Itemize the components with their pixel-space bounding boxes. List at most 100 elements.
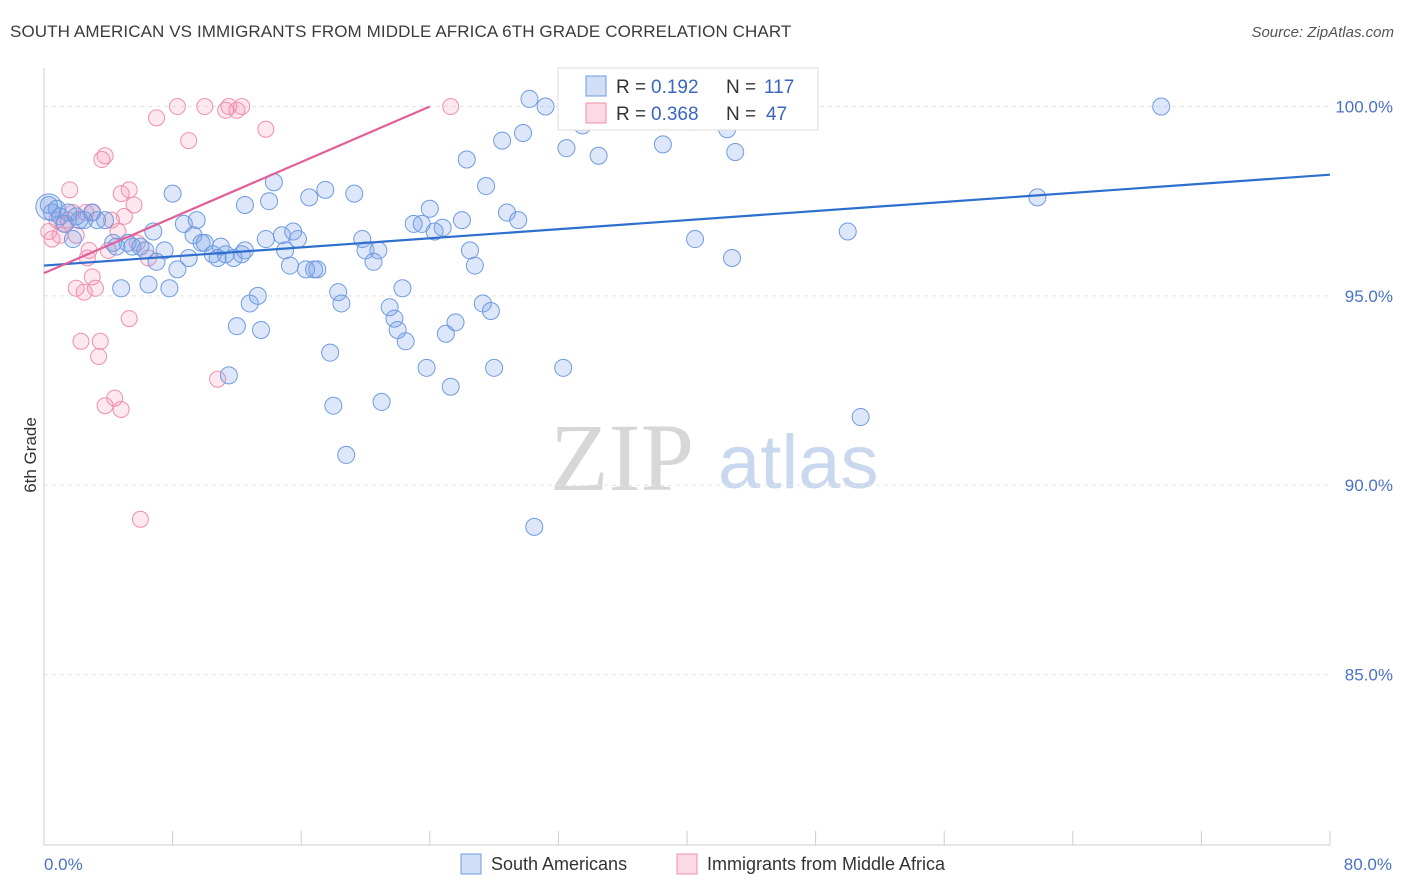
middle-africa-point-26 bbox=[112, 400, 130, 418]
middle-africa-point-25 bbox=[109, 222, 127, 240]
south-americans-point-88 bbox=[481, 302, 500, 321]
middle-africa-point-38 bbox=[196, 98, 214, 116]
y-tick-label-2: 90.0% bbox=[1345, 476, 1393, 495]
middle-africa-point-28 bbox=[115, 207, 133, 225]
middle-africa-point-15 bbox=[83, 268, 101, 286]
south-americans-point-73 bbox=[396, 332, 415, 351]
south-americans-point-100 bbox=[589, 146, 608, 165]
middle-africa-point-21 bbox=[96, 147, 114, 165]
middle-africa-point-17 bbox=[90, 347, 108, 365]
legend-n-value-pink: 47 bbox=[766, 104, 787, 125]
south-americans-point-19 bbox=[139, 275, 158, 294]
middle-africa-point-27 bbox=[112, 185, 130, 203]
south-americans-point-82 bbox=[452, 211, 471, 230]
middle-africa-point-29 bbox=[120, 181, 138, 199]
legend-r-value-blue: 0.192 bbox=[651, 77, 699, 98]
series-south-americans-points bbox=[35, 86, 1171, 536]
legend-swatch-pink bbox=[585, 102, 607, 124]
stats-legend: R = 0.192 N = 117 R = 0.368 N = 47 bbox=[557, 67, 819, 131]
south-americans-point-114 bbox=[520, 89, 539, 108]
middle-africa-point-9 bbox=[67, 226, 85, 244]
south-americans-point-92 bbox=[509, 211, 528, 230]
legend-n-value-blue: 117 bbox=[764, 77, 794, 98]
south-americans-point-56 bbox=[308, 260, 327, 279]
south-americans-point-83 bbox=[457, 150, 476, 169]
series-legend-swatch-blue bbox=[460, 853, 482, 875]
south-americans-point-22 bbox=[155, 241, 174, 260]
trend-lines bbox=[43, 105, 1331, 275]
series-legend: South Americans Immigrants from Middle A… bbox=[460, 853, 946, 875]
south-americans-point-50 bbox=[280, 256, 299, 275]
south-americans-point-59 bbox=[324, 396, 343, 415]
south-americans-point-103 bbox=[686, 230, 705, 249]
south-americans-point-69 bbox=[380, 298, 399, 317]
south-americans-point-102 bbox=[653, 135, 672, 154]
stats-legend-box bbox=[557, 67, 819, 131]
watermark-zip: ZIP bbox=[550, 404, 694, 511]
south-americans-point-84 bbox=[460, 241, 479, 260]
middle-africa-point-37 bbox=[180, 132, 198, 150]
middle-africa-point-45 bbox=[442, 98, 460, 116]
y-tick-label-0: 100.0% bbox=[1335, 98, 1393, 117]
legend-r-value-pink: 0.368 bbox=[651, 104, 699, 125]
south-americans-point-54 bbox=[300, 188, 319, 207]
south-americans-point-45 bbox=[256, 230, 275, 249]
y-tick-label-1: 95.0% bbox=[1345, 287, 1393, 306]
south-americans-point-67 bbox=[369, 241, 388, 260]
legend-n-label-blue: N = bbox=[726, 77, 756, 98]
y-tick-labels: 100.0% 95.0% 90.0% 85.0% bbox=[1335, 98, 1393, 685]
south-americans-point-94 bbox=[525, 517, 544, 536]
south-americans-point-60 bbox=[329, 283, 348, 302]
south-americans-point-112 bbox=[70, 211, 89, 230]
south-americans-point-52 bbox=[288, 230, 307, 249]
south-americans-point-44 bbox=[252, 320, 271, 339]
south-americans-point-27 bbox=[179, 248, 198, 267]
south-americans-cluster-point bbox=[35, 193, 63, 221]
south-americans-point-107 bbox=[726, 142, 745, 161]
south-americans-point-110 bbox=[1028, 188, 1047, 207]
middle-africa-point-31 bbox=[125, 196, 143, 214]
series-legend-swatch-pink bbox=[676, 853, 698, 875]
middle-africa-point-41 bbox=[220, 98, 238, 116]
south-americans-point-66 bbox=[364, 252, 383, 271]
middle-africa-point-43 bbox=[233, 98, 251, 116]
south-americans-point-29 bbox=[187, 211, 206, 230]
south-americans-point-63 bbox=[345, 184, 364, 203]
south-americans-point-41 bbox=[235, 195, 254, 214]
south-americans-point-87 bbox=[477, 177, 496, 196]
south-americans-point-72 bbox=[393, 279, 412, 298]
south-americans-point-77 bbox=[420, 199, 439, 218]
x-tick-label-left: 0.0% bbox=[44, 855, 83, 874]
south-americans-point-93 bbox=[514, 124, 533, 143]
south-americans-point-25 bbox=[168, 260, 187, 279]
south-americans-point-46 bbox=[260, 192, 279, 211]
legend-r-label-pink: R = bbox=[616, 104, 646, 125]
trend-line-middle-africa bbox=[43, 105, 431, 275]
middle-africa-point-36 bbox=[168, 98, 186, 116]
middle-africa-point-35 bbox=[148, 109, 166, 127]
south-americans-point-24 bbox=[163, 184, 182, 203]
south-americans-point-14 bbox=[112, 279, 131, 298]
legend-swatch-blue bbox=[585, 75, 607, 97]
series-legend-label-pink: Immigrants from Middle Africa bbox=[707, 854, 946, 874]
south-americans-point-89 bbox=[485, 358, 504, 377]
middle-africa-point-44 bbox=[257, 120, 275, 138]
series-legend-label-blue: South Americans bbox=[491, 854, 627, 874]
south-americans-point-36 bbox=[219, 366, 238, 385]
middle-africa-point-18 bbox=[91, 332, 109, 350]
south-americans-point-38 bbox=[227, 317, 246, 336]
middle-africa-point-8 bbox=[67, 279, 85, 297]
south-americans-point-90 bbox=[493, 131, 512, 150]
y-tick-label-3: 85.0% bbox=[1345, 666, 1393, 685]
middle-africa-point-39 bbox=[209, 370, 227, 388]
gridlines bbox=[44, 106, 1330, 676]
south-americans-point-61 bbox=[332, 294, 351, 313]
south-americans-point-6 bbox=[63, 230, 82, 249]
middle-africa-point-11 bbox=[75, 283, 93, 301]
south-americans-point-95 bbox=[536, 97, 555, 116]
y-axis-label: 6th Grade bbox=[21, 417, 40, 493]
chart-source: Source: ZipAtlas.com bbox=[1251, 24, 1394, 41]
south-americans-point-80 bbox=[441, 377, 460, 396]
south-americans-point-113 bbox=[433, 218, 452, 237]
